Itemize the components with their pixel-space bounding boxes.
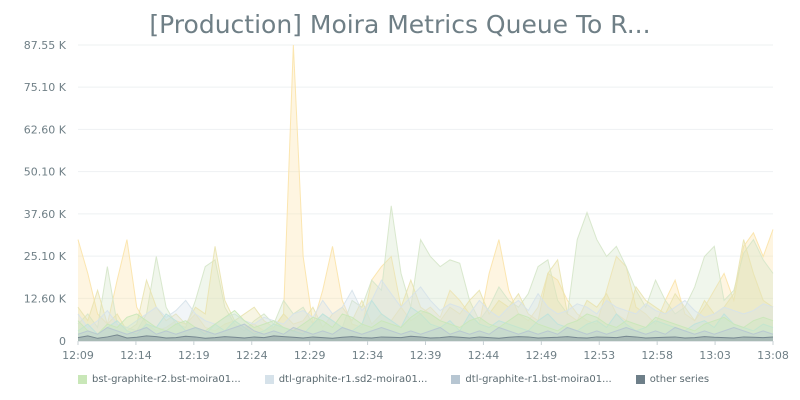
series-area-4 xyxy=(78,45,773,341)
series-area-6 xyxy=(78,239,773,341)
x-tick-label: 13:03 xyxy=(699,349,731,362)
legend-item[interactable]: bst-graphite-r2.bst-moira01... xyxy=(78,374,241,385)
chart-title: [Production] Moira Metrics Queue To R... xyxy=(149,10,651,39)
x-tick-label: 13:08 xyxy=(757,349,789,362)
series-area-0 xyxy=(78,310,773,341)
x-tick-label: 12:19 xyxy=(178,349,210,362)
legend-item[interactable]: other series xyxy=(635,374,710,385)
legend-label: dtl-graphite-r1.sd2-moira01... xyxy=(278,374,428,385)
series-area-7 xyxy=(78,300,773,341)
x-tick-label: 12:24 xyxy=(236,349,268,362)
legend-swatch xyxy=(78,375,87,384)
legend-label: bst-graphite-r2.bst-moira01... xyxy=(92,374,241,385)
legend-swatch xyxy=(635,375,645,384)
legend-item[interactable]: dtl-graphite-r1.bst-moira01... xyxy=(451,374,612,385)
legend-label: dtl-graphite-r1.bst-moira01... xyxy=(465,374,612,385)
x-tick-label: 12:14 xyxy=(120,349,152,362)
series-line-2 xyxy=(77,323,774,335)
legend-item[interactable]: dtl-graphite-r1.sd2-moira01... xyxy=(264,374,428,385)
y-tick-label: 37.60 K xyxy=(24,208,67,221)
x-tick-label: 12:58 xyxy=(641,349,673,362)
series-area-5 xyxy=(78,205,773,341)
series-line-6 xyxy=(77,239,774,332)
legend-swatch xyxy=(264,375,274,384)
y-tick-label: 12.60 K xyxy=(24,292,67,305)
x-tick-label: 12:53 xyxy=(583,349,615,362)
y-tick-label: 62.60 K xyxy=(24,123,67,136)
series-line-0 xyxy=(77,309,774,335)
y-tick-label: 75.10 K xyxy=(24,81,67,94)
legend-swatch xyxy=(451,375,461,384)
y-tick-label: 0 xyxy=(59,335,66,348)
x-tick-label: 12:44 xyxy=(468,349,500,362)
legend: bst-graphite-r2.bst-moira01... dtl-graphi… xyxy=(78,374,733,385)
series-area-3 xyxy=(78,334,773,341)
x-tick-label: 12:39 xyxy=(410,349,442,362)
y-tick-label: 87.55 K xyxy=(24,39,67,52)
series-line-5 xyxy=(77,205,774,332)
x-tick-label: 12:34 xyxy=(352,349,384,362)
x-tick-label: 12:09 xyxy=(62,349,94,362)
legend-label: other series xyxy=(649,374,710,385)
y-tick-label: 50.10 K xyxy=(24,166,67,179)
series-line-1 xyxy=(77,279,774,329)
series-line-3 xyxy=(77,334,774,339)
x-tick-label: 12:29 xyxy=(294,349,326,362)
y-tick-label: 25.10 K xyxy=(24,250,67,263)
x-tick-label: 12:49 xyxy=(525,349,557,362)
